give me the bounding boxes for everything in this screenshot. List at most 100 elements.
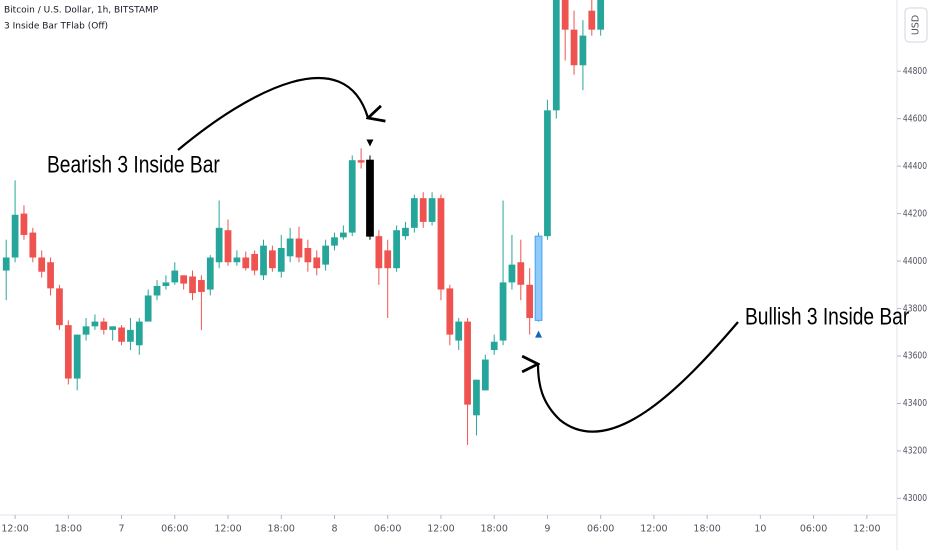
candle-body xyxy=(570,29,578,66)
candle-body xyxy=(402,227,409,237)
candle-body xyxy=(29,232,37,258)
y-tick-label: 43000 xyxy=(903,493,927,504)
y-tick-label: 43400 xyxy=(903,398,927,409)
x-tick-label: 12:00 xyxy=(1,524,28,535)
candle-body xyxy=(419,198,427,222)
candle-body xyxy=(242,257,250,269)
y-tick-label: 43800 xyxy=(903,304,927,315)
candle-body xyxy=(588,10,596,30)
candle-body xyxy=(11,214,19,258)
pattern-marker xyxy=(366,139,374,147)
x-tick-label: 12:00 xyxy=(427,524,454,535)
x-tick-label: 06:00 xyxy=(374,524,401,535)
currency-button[interactable] xyxy=(904,7,928,43)
x-tick-label: 06:00 xyxy=(800,524,827,535)
y-tick-label: 44400 xyxy=(903,161,927,172)
x-tick-label: 18:00 xyxy=(268,524,295,535)
x-tick-label: 8 xyxy=(331,524,337,535)
candle-body xyxy=(544,110,551,237)
candle-body xyxy=(171,270,179,283)
candle-body xyxy=(304,248,312,263)
y-tick-label: 44200 xyxy=(903,209,927,220)
pattern-marker xyxy=(535,330,543,338)
x-tick-label: 12:00 xyxy=(640,524,667,535)
candle-body xyxy=(118,327,125,342)
candle-body xyxy=(446,288,454,335)
candle-body xyxy=(269,250,276,269)
candle-body xyxy=(224,230,232,263)
candle-body xyxy=(331,237,338,246)
x-tick-label: 12:00 xyxy=(214,524,241,535)
candle-body xyxy=(286,238,294,257)
candle-body xyxy=(233,257,241,263)
candle-body xyxy=(180,275,188,284)
candle-body xyxy=(189,276,196,294)
candle-body xyxy=(481,359,489,391)
candle-body xyxy=(38,257,46,272)
chart-title: Bitcoin / U.S. Dollar, 1h, BITSTAMP xyxy=(4,6,159,16)
candle-body xyxy=(109,326,117,330)
candle-body xyxy=(579,35,587,66)
candle-body xyxy=(56,288,63,326)
pattern-annotation: Bearish 3 Inside Bar xyxy=(47,150,220,178)
candle-body xyxy=(100,321,108,330)
x-tick-label: 06:00 xyxy=(587,524,614,535)
currency-label[interactable]: USD xyxy=(911,15,922,35)
candle-body xyxy=(206,257,214,290)
pattern-annotation: Bullish 3 Inside Bar xyxy=(745,302,909,330)
candle-body xyxy=(198,280,205,292)
candle-body xyxy=(127,329,134,342)
annotation-arrow xyxy=(538,321,739,433)
candle-body xyxy=(135,321,143,346)
y-tick-label: 43600 xyxy=(903,351,927,362)
candle-body xyxy=(455,321,463,341)
candle-body xyxy=(73,334,81,379)
candle-body xyxy=(339,232,347,238)
candle-body xyxy=(348,160,356,233)
x-tick-label: 10 xyxy=(754,524,766,535)
x-tick-label: 12:00 xyxy=(853,524,880,535)
candle-body xyxy=(82,326,90,335)
candle-body xyxy=(64,325,72,379)
candle-body xyxy=(162,282,170,286)
candle-body xyxy=(251,253,259,271)
candle-body xyxy=(357,160,365,163)
candle-body xyxy=(215,227,223,263)
candle-body xyxy=(277,248,285,272)
x-tick-label: 18:00 xyxy=(480,524,507,535)
x-tick-label: 18:00 xyxy=(55,524,82,535)
y-tick-label: 44800 xyxy=(903,66,927,77)
x-tick-label: 06:00 xyxy=(161,524,188,535)
candle-body xyxy=(91,321,99,327)
candle-body xyxy=(534,235,543,321)
chart-subtitle: 3 Inside Bar TFlab (Off) xyxy=(4,22,108,32)
candle-body xyxy=(260,245,267,276)
candle-body xyxy=(552,0,560,111)
candle-body xyxy=(20,213,28,235)
candle-body xyxy=(153,285,161,296)
candle-body xyxy=(473,379,480,416)
candle-body xyxy=(375,236,383,269)
annotation-arrow xyxy=(177,76,368,151)
candle-body xyxy=(508,264,516,283)
x-tick-label: 9 xyxy=(544,524,550,535)
candle-body xyxy=(47,262,54,289)
candle-body xyxy=(437,198,445,290)
candle-body xyxy=(499,282,507,341)
candle-body xyxy=(526,284,534,319)
candle-body xyxy=(366,159,374,237)
candle-body xyxy=(597,0,605,30)
candle-body xyxy=(490,341,498,351)
candle-body xyxy=(322,245,329,265)
candle-body xyxy=(410,198,418,228)
y-tick-label: 44000 xyxy=(903,256,927,267)
candle-body xyxy=(313,257,321,269)
candle-body xyxy=(517,262,525,285)
y-tick-label: 43200 xyxy=(903,446,927,457)
candle-body xyxy=(144,295,152,322)
plot-area xyxy=(2,0,605,445)
candle-body xyxy=(393,230,400,269)
candle-body xyxy=(464,321,471,405)
y-tick-label: 44600 xyxy=(903,114,927,125)
